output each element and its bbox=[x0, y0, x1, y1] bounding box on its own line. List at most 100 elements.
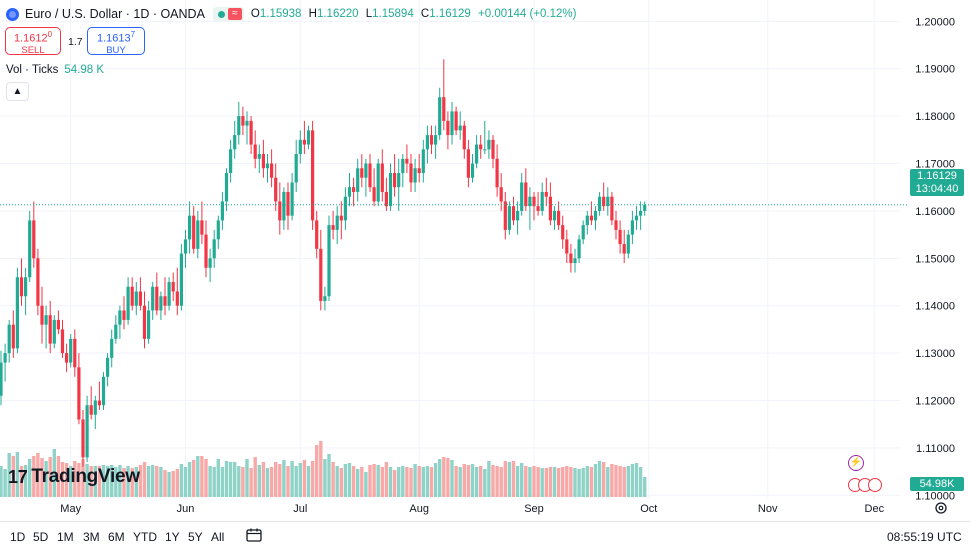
candle-body bbox=[483, 149, 487, 151]
volume-bar bbox=[474, 467, 479, 497]
range-6m-button[interactable]: 6M bbox=[108, 530, 125, 544]
volume-bar bbox=[643, 477, 647, 497]
buy-price: 1.16137 bbox=[96, 30, 136, 45]
volume-bar bbox=[159, 467, 163, 497]
candle-body bbox=[40, 305, 44, 325]
candle-body bbox=[495, 158, 499, 188]
range-ytd-button[interactable]: YTD bbox=[133, 530, 157, 544]
ohlc-low-key: L bbox=[365, 8, 373, 20]
volume-bar bbox=[503, 461, 507, 497]
candle-body bbox=[32, 220, 36, 259]
volume-bar bbox=[397, 467, 401, 497]
volume-bar bbox=[237, 466, 241, 497]
volume-bar bbox=[573, 468, 577, 497]
price-axis[interactable]: 1.20000 1.19000 1.18000 1.17000 1.16000 1.150… bbox=[915, 16, 955, 521]
price-tick-label: 1.12000 bbox=[915, 396, 955, 408]
price-tick-label: 1.16000 bbox=[915, 206, 955, 218]
candle-body bbox=[28, 220, 32, 278]
sell-button[interactable]: 1.16120 SELL bbox=[5, 27, 61, 56]
lightning-event-icon[interactable]: ⚡ bbox=[848, 455, 864, 471]
volume-bar bbox=[298, 463, 302, 497]
candle-body bbox=[585, 215, 589, 226]
candle-body bbox=[487, 139, 491, 150]
candle-body bbox=[249, 120, 253, 145]
utc-clock[interactable]: 08:55:19 UTC bbox=[887, 530, 962, 544]
range-1d-button[interactable]: 1D bbox=[10, 530, 26, 544]
volume-bar bbox=[212, 467, 216, 497]
volume-bar bbox=[290, 461, 294, 497]
candle-body bbox=[573, 258, 577, 264]
ohlc-high-value: 1.16220 bbox=[316, 8, 359, 20]
candle-body bbox=[19, 277, 24, 297]
volume-bar bbox=[376, 465, 380, 497]
volume-bar bbox=[556, 468, 561, 497]
candle-body bbox=[138, 291, 142, 306]
candle-body bbox=[233, 135, 237, 150]
volume-bar bbox=[52, 449, 56, 497]
volume-bar bbox=[331, 462, 335, 497]
candle-body bbox=[462, 125, 466, 150]
candle-body bbox=[278, 201, 282, 221]
volume-bar bbox=[401, 466, 405, 497]
candle-body bbox=[388, 173, 393, 207]
candle-body bbox=[188, 215, 192, 240]
candle-body bbox=[0, 362, 3, 396]
candle-body bbox=[425, 135, 429, 150]
calendar-goto-icon[interactable] bbox=[246, 528, 262, 542]
range-1m-button[interactable]: 1M bbox=[57, 530, 74, 544]
volume-bar bbox=[610, 464, 614, 497]
time-tick-label: Jun bbox=[177, 503, 195, 515]
volume-bar bbox=[19, 466, 24, 497]
candle-body bbox=[606, 196, 610, 207]
candle-body bbox=[516, 210, 520, 221]
candle-body bbox=[639, 210, 643, 216]
candle-body bbox=[311, 130, 315, 221]
volume-bars bbox=[0, 441, 647, 497]
collapse-legend-button[interactable]: ▲ bbox=[6, 82, 29, 101]
price-tick-label: 1.15000 bbox=[915, 253, 955, 265]
tradingview-logo[interactable]: 17 TradingView bbox=[8, 466, 140, 488]
volume-bar bbox=[85, 464, 89, 497]
volume-bar bbox=[64, 463, 69, 497]
candle-body bbox=[520, 182, 524, 211]
settings-gear-icon[interactable] bbox=[934, 501, 948, 515]
time-tick-label: Oct bbox=[640, 503, 657, 515]
sell-price: 1.16120 bbox=[13, 30, 53, 45]
price-chart[interactable]: 1.20000 1.19000 1.18000 1.17000 1.16000 1.150… bbox=[0, 0, 970, 521]
volume-bar bbox=[134, 467, 138, 497]
candle-body bbox=[224, 173, 229, 202]
volume-bar bbox=[105, 466, 110, 497]
candle-body bbox=[134, 291, 138, 306]
market-status[interactable]: ≈ bbox=[212, 7, 244, 21]
candle-body bbox=[171, 282, 175, 292]
volume-bar bbox=[622, 467, 626, 497]
volume-bar bbox=[73, 461, 77, 497]
candle-body bbox=[598, 196, 602, 211]
candle-body bbox=[331, 225, 335, 230]
range-5d-button[interactable]: 5D bbox=[33, 530, 49, 544]
candle-body bbox=[434, 135, 438, 145]
time-axis[interactable]: May Jun Jul Aug Sep Oct Nov Dec bbox=[60, 503, 884, 515]
candle-body bbox=[212, 239, 216, 259]
volume-bar bbox=[196, 456, 200, 497]
us-flag-event-icon[interactable] bbox=[868, 478, 882, 492]
volume-bar bbox=[528, 467, 532, 497]
buy-button[interactable]: 1.16137 BUY bbox=[87, 27, 145, 56]
candle-body bbox=[393, 173, 397, 188]
candle-body bbox=[397, 173, 401, 188]
candle-body bbox=[376, 163, 380, 202]
volume-legend-value: 54.98 K bbox=[64, 64, 105, 76]
range-5y-button[interactable]: 5Y bbox=[188, 530, 203, 544]
range-all-button[interactable]: All bbox=[211, 530, 225, 544]
range-1y-button[interactable]: 1Y bbox=[165, 530, 180, 544]
range-3m-button[interactable]: 3M bbox=[83, 530, 100, 544]
volume-bar bbox=[183, 467, 188, 497]
candle-body bbox=[569, 253, 573, 264]
candle-body bbox=[458, 125, 462, 131]
volume-legend[interactable]: Vol · Ticks 54.98 K bbox=[6, 64, 104, 76]
candle-body bbox=[536, 206, 540, 211]
volume-bar bbox=[319, 441, 323, 497]
candle-body bbox=[417, 168, 421, 173]
symbol-title[interactable]: Euro / U.S. Dollar · 1D · OANDA bbox=[25, 7, 205, 21]
current-price-value: 1.16129 bbox=[917, 170, 957, 182]
